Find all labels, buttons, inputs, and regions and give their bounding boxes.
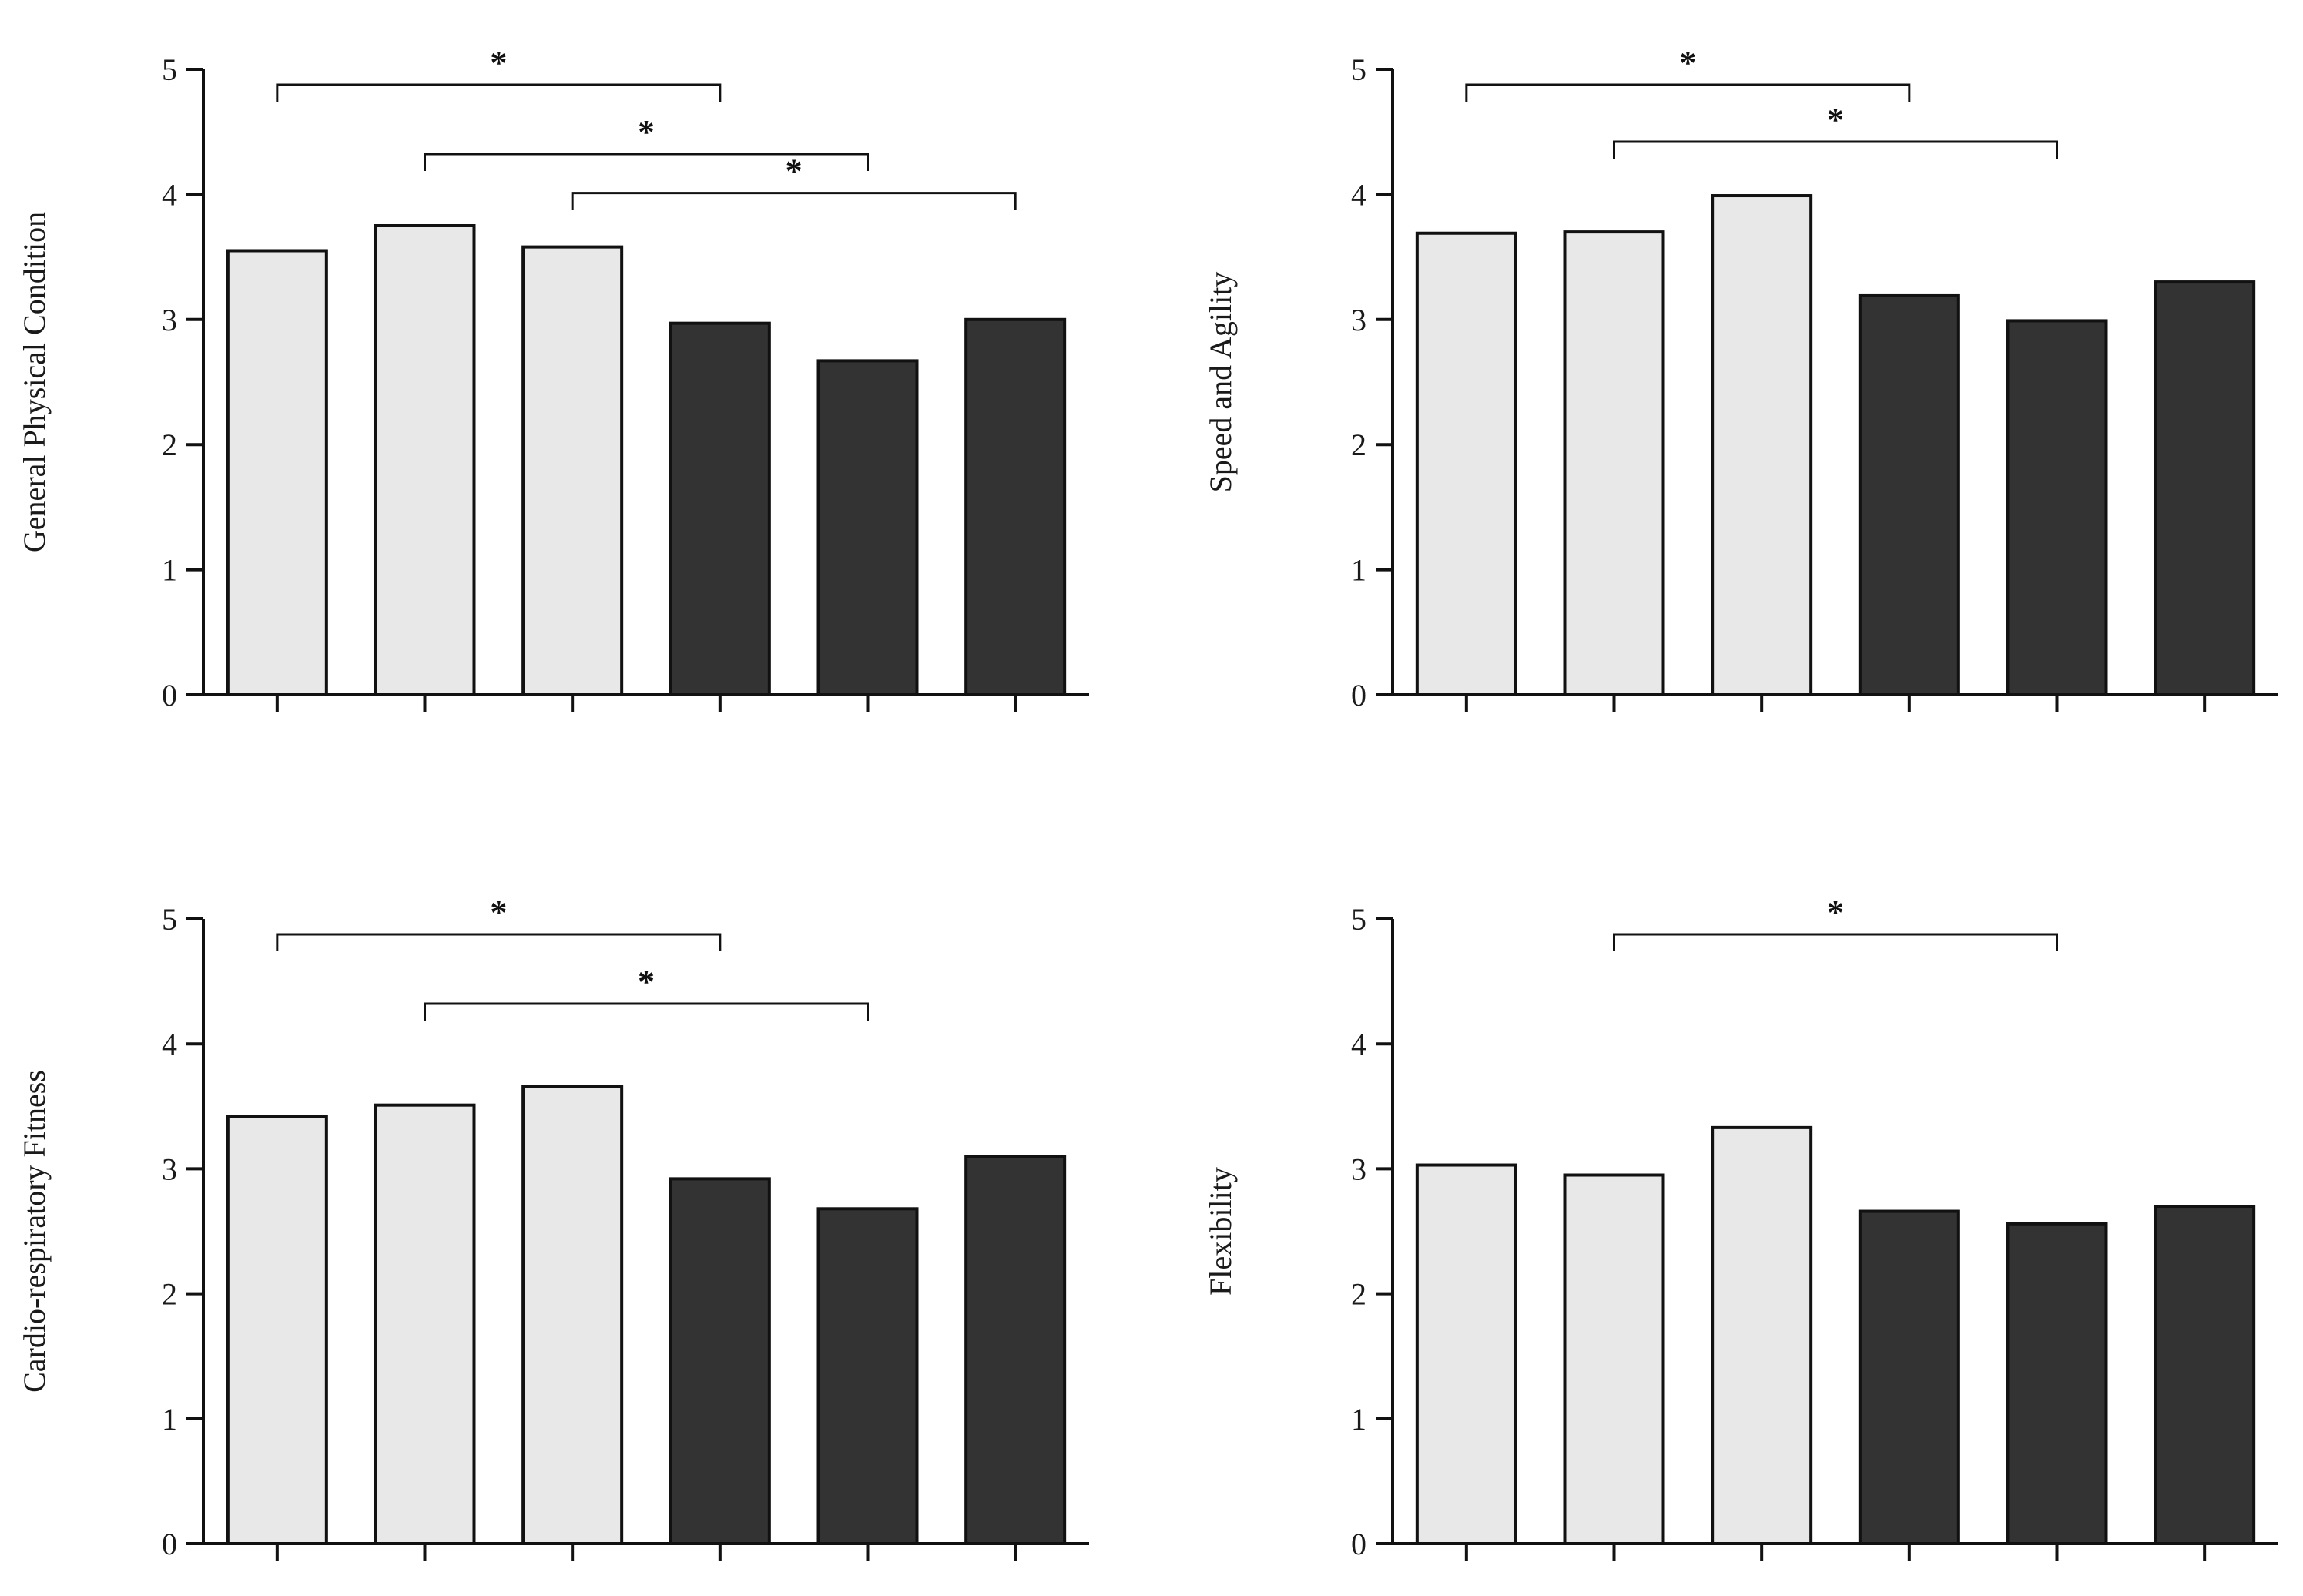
chart-panel-1: 0 1 2 3 4 5 General Physical Condition * * * (17, 44, 1089, 712)
significance-bracket (276, 83, 722, 102)
y-tick-label: 3 (162, 303, 177, 337)
significance-marker: * (1827, 101, 1844, 139)
y-tick-label: 5 (1351, 52, 1366, 87)
significance-marker: * (638, 963, 655, 1001)
y-tick-label: 1 (162, 553, 177, 588)
bar (816, 359, 919, 696)
significance-bracket (1613, 140, 2058, 159)
bar (374, 1103, 476, 1545)
y-axis-title: Flexibility (1203, 1167, 1238, 1296)
significance-marker: * (490, 894, 507, 931)
bar (2154, 280, 2256, 696)
y-tick-label: 3 (1351, 1152, 1366, 1186)
significance-marker: * (1827, 894, 1844, 931)
bar (2154, 1205, 2256, 1546)
y-tick-label: 2 (1351, 428, 1366, 462)
significance-bracket (276, 933, 722, 951)
bar (964, 317, 1067, 696)
significance-marker: * (638, 113, 655, 151)
bar (2006, 319, 2108, 696)
significance-bracket (424, 153, 869, 171)
y-tick-label: 2 (1351, 1277, 1366, 1312)
bar (964, 1155, 1067, 1546)
y-tick-label: 5 (162, 902, 177, 937)
chart-panel-4: 0 1 2 3 4 5 Flexibility * (1203, 894, 2278, 1561)
y-tick-label: 4 (1351, 177, 1366, 212)
bar (669, 321, 771, 696)
significance-bracket (571, 192, 1017, 210)
bar (1563, 1173, 1665, 1545)
significance-bracket (1465, 83, 1911, 102)
y-tick-label: 4 (162, 177, 177, 212)
y-axis-title: General Physical Condition (17, 212, 52, 552)
bar (226, 1115, 328, 1545)
y-tick-label: 5 (162, 52, 177, 87)
y-tick-label: 0 (1351, 678, 1366, 712)
bar (1711, 1125, 1813, 1545)
bar (1858, 1209, 1960, 1545)
significance-bracket (424, 1002, 869, 1021)
bar (521, 245, 624, 697)
chart-panel-2: 0 1 2 3 4 5 Speed and Agility * * (1203, 44, 2278, 712)
chart-panel-3: 0 1 2 3 4 5 Cardio-respiratory Fitness * * (17, 894, 1089, 1561)
y-tick-label: 0 (162, 1527, 177, 1561)
y-tick-label: 3 (162, 1152, 177, 1186)
bar (669, 1177, 771, 1545)
y-tick-label: 4 (1351, 1027, 1366, 1061)
bar (1711, 194, 1813, 697)
y-tick-label: 1 (162, 1402, 177, 1437)
bar (1858, 293, 1960, 697)
y-tick-label: 1 (1351, 553, 1366, 588)
y-tick-label: 0 (1351, 1527, 1366, 1561)
bar (1415, 231, 1517, 696)
y-tick-label: 5 (1351, 902, 1366, 937)
significance-marker: * (1679, 44, 1696, 82)
bar (1415, 1163, 1517, 1546)
y-tick-label: 4 (162, 1027, 177, 1061)
bar (374, 224, 476, 696)
significance-marker: * (786, 153, 803, 190)
bar (226, 249, 328, 697)
y-axis-title: Cardio-respiratory Fitness (17, 1070, 52, 1393)
y-tick-label: 3 (1351, 303, 1366, 337)
significance-marker: * (490, 44, 507, 82)
bar (1563, 230, 1665, 696)
bar (521, 1085, 624, 1545)
y-tick-label: 1 (1351, 1402, 1366, 1437)
y-axis-title: Speed and Agility (1203, 272, 1238, 493)
y-tick-label: 2 (162, 428, 177, 462)
bar (816, 1207, 919, 1545)
significance-bracket (1613, 933, 2058, 951)
y-tick-label: 0 (162, 678, 177, 712)
bar (2006, 1222, 2108, 1545)
y-tick-label: 2 (162, 1277, 177, 1312)
